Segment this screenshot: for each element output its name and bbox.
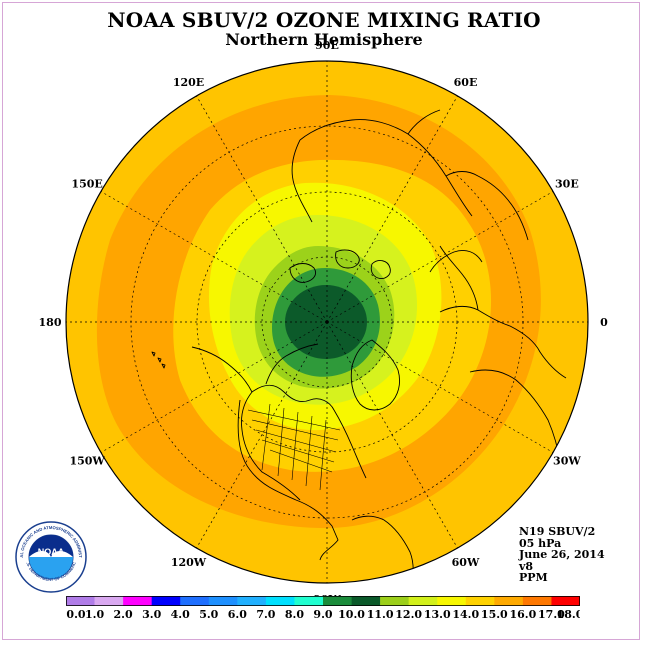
colorbar-tick-label: 16.0 — [509, 608, 536, 621]
pressure-level-label: 05 hPa — [519, 536, 562, 550]
colorbar-tick-label: 18.0 — [557, 608, 580, 621]
colorbar-swatch — [94, 596, 124, 606]
version-label: v8 — [519, 559, 534, 573]
colorbar-tick-label: 10.0 — [338, 608, 365, 621]
colorbar-swatch — [237, 596, 267, 606]
colorbar-tick-label: 5.0 — [199, 608, 218, 621]
longitude-label: 90E — [315, 39, 339, 52]
longitude-label: 150E — [71, 178, 102, 191]
colorbar-swatch — [208, 596, 238, 606]
colorbar-tick-label: 6.0 — [228, 608, 247, 621]
colorbar-swatch — [351, 596, 381, 606]
longitude-label: 0 — [600, 316, 608, 329]
colorbar-tick-label: 3.0 — [142, 608, 161, 621]
colorbar-swatches — [66, 596, 580, 606]
meridian-line — [100, 321, 328, 453]
colorbar-tick-label: 11.0 — [367, 608, 394, 621]
meridian-lines — [66, 61, 588, 583]
asia-coast — [291, 109, 529, 241]
meridian-line — [196, 95, 328, 323]
africa-coast — [469, 369, 561, 463]
us-state-borders — [247, 403, 341, 491]
map-subtitle: Northern Hemisphere — [225, 30, 423, 49]
meridian-line — [100, 191, 328, 323]
info-block: N19 SBUV/2 05 hPa June 26, 2014 v8 PPM — [519, 526, 605, 584]
longitude-labels: 90E60E30E030W60W90W120W150W180150E120E — [39, 39, 609, 606]
greenland-coast — [350, 339, 401, 411]
meridian-line — [326, 321, 458, 549]
colorbar-swatch — [522, 596, 552, 606]
colorbar-tick-label: 14.0 — [452, 608, 479, 621]
colorbar: 0.0 1.0 2.0 3.0 4.0 5.0 6.0 7.0 8.0 9.0 10.0 11.0 12… — [66, 596, 580, 621]
arctic-islands-coast — [289, 249, 391, 283]
longitude-label: 120W — [171, 556, 207, 569]
date-label: June 26, 2014 — [519, 548, 605, 562]
longitude-label: 60W — [452, 556, 480, 569]
colorbar-swatch — [151, 596, 181, 606]
colorbar-swatch — [465, 596, 495, 606]
logo-text: NOAA — [38, 547, 65, 557]
longitude-label: 120E — [173, 76, 204, 89]
longitude-label: 30E — [555, 178, 579, 191]
north-america-coast — [191, 343, 367, 561]
colorbar-swatch — [123, 596, 152, 606]
colorbar-ticks: 0.0 1.0 2.0 3.0 4.0 5.0 6.0 7.0 8.0 9.0 10.0 11.0 12… — [66, 608, 580, 621]
hawaii-islands — [151, 351, 166, 369]
longitude-label: 30W — [553, 455, 581, 468]
south-america-coast — [351, 515, 414, 583]
colorbar-swatch — [294, 596, 324, 606]
colorbar-swatch — [408, 596, 438, 606]
colorbar-tick-label: 15.0 — [481, 608, 508, 621]
colorbar-swatch — [494, 596, 524, 606]
graticule — [66, 61, 588, 583]
colorbar-tick-label: 0.0 — [66, 608, 85, 621]
meridian-line — [326, 191, 554, 323]
noaa-logo: NOAA NATIONAL OCEANIC AND ATMOSPHERIC AD… — [14, 520, 87, 593]
colorbar-tick-label: 12.0 — [395, 608, 422, 621]
colorbar-tick-label: 4.0 — [171, 608, 190, 621]
meridian-line — [326, 321, 554, 453]
colorbar-swatch — [323, 596, 352, 606]
meridian-line — [196, 321, 328, 549]
map-disk-border — [65, 60, 589, 584]
colorbar-border — [66, 596, 580, 606]
colorbar-swatch — [437, 596, 467, 606]
colorbar-swatch — [551, 596, 580, 606]
map-title: NOAA SBUV/2 OZONE MIXING RATIO — [107, 8, 541, 32]
colorbar-tick-label: 13.0 — [424, 608, 451, 621]
colorbar-tick-label: 1.0 — [85, 608, 104, 621]
longitude-label: 150W — [69, 455, 105, 468]
colorbar-tick-label: 7.0 — [256, 608, 275, 621]
colorbar-tick-label: 17.0 — [538, 608, 565, 621]
instrument-label: N19 SBUV/2 — [519, 525, 596, 538]
colorbar-tick-label: 8.0 — [285, 608, 304, 621]
colorbar-swatch — [265, 596, 295, 606]
colorbar-swatch — [66, 596, 95, 606]
meridian-line — [326, 95, 458, 323]
colorbar-tick-label: 9.0 — [313, 608, 332, 621]
units-label: PPM — [519, 571, 548, 585]
colorbar-swatch — [380, 596, 409, 606]
plot-frame — [2, 2, 640, 640]
longitude-label: 60E — [454, 76, 478, 89]
europe-coast — [429, 245, 567, 379]
longitude-label: 180 — [39, 316, 62, 329]
coastlines — [151, 109, 567, 583]
colorbar-tick-label: 2.0 — [114, 608, 133, 621]
colorbar-swatch — [180, 596, 210, 606]
